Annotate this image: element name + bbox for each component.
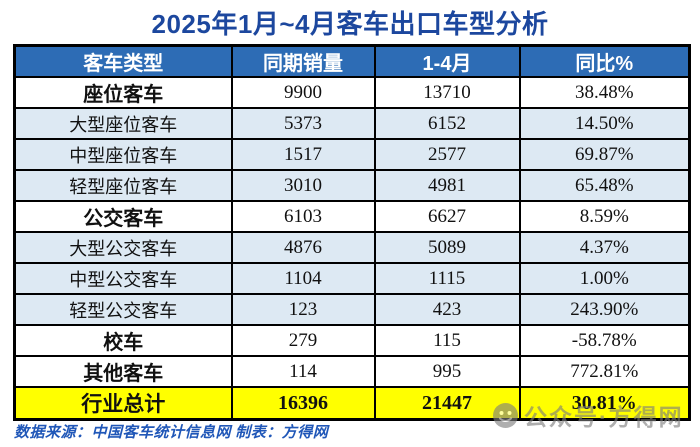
cell-type: 中型公交客车 bbox=[13, 262, 233, 295]
cell-current: 995 bbox=[373, 355, 521, 388]
cell-type: 大型公交客车 bbox=[13, 231, 233, 264]
cell-prev: 1104 bbox=[230, 262, 376, 295]
cell-yoy: 8.59% bbox=[518, 200, 691, 233]
table-row-total: 行业总计 16396 21447 30.81% bbox=[13, 386, 691, 421]
cell-prev: 114 bbox=[230, 355, 376, 388]
cell-current: 4981 bbox=[373, 169, 521, 202]
cell-prev: 1517 bbox=[230, 138, 376, 171]
cell-current: 2577 bbox=[373, 138, 521, 171]
table-row: 座位客车 9900 13710 38.48% bbox=[13, 76, 691, 109]
table-row: 中型座位客车 1517 2577 69.87% bbox=[13, 138, 691, 171]
cell-yoy: 65.48% bbox=[518, 169, 691, 202]
cell-yoy: 4.37% bbox=[518, 231, 691, 264]
cell-current: 115 bbox=[373, 324, 521, 357]
cell-type: 行业总计 bbox=[13, 386, 233, 421]
table-row: 校车 279 115 -58.78% bbox=[13, 324, 691, 357]
cell-prev: 4876 bbox=[230, 231, 376, 264]
cell-type: 中型座位客车 bbox=[13, 138, 233, 171]
cell-current: 21447 bbox=[373, 386, 521, 421]
header-jan-apr: 1-4月 bbox=[373, 44, 521, 78]
cell-prev: 279 bbox=[230, 324, 376, 357]
cell-yoy: 38.48% bbox=[518, 76, 691, 109]
header-yoy: 同比% bbox=[518, 44, 691, 78]
cell-current: 13710 bbox=[373, 76, 521, 109]
cell-yoy: 772.81% bbox=[518, 355, 691, 388]
cell-type: 大型座位客车 bbox=[13, 107, 233, 140]
table-row: 大型公交客车 4876 5089 4.37% bbox=[13, 231, 691, 264]
cell-type: 轻型座位客车 bbox=[13, 169, 233, 202]
cell-current: 6627 bbox=[373, 200, 521, 233]
table-row: 轻型公交客车 123 423 243.90% bbox=[13, 293, 691, 326]
cell-yoy: 1.00% bbox=[518, 262, 691, 295]
cell-yoy: 243.90% bbox=[518, 293, 691, 326]
cell-prev: 5373 bbox=[230, 107, 376, 140]
cell-current: 423 bbox=[373, 293, 521, 326]
page-title: 2025年1月~4月客车出口车型分析 bbox=[151, 9, 549, 39]
cell-type: 其他客车 bbox=[13, 355, 233, 388]
bus-export-table: 客车类型 同期销量 1-4月 同比% 座位客车 9900 13710 38.48… bbox=[13, 44, 691, 421]
cell-type: 轻型公交客车 bbox=[13, 293, 233, 326]
cell-type: 公交客车 bbox=[13, 200, 233, 233]
cell-yoy: -58.78% bbox=[518, 324, 691, 357]
table-row: 大型座位客车 5373 6152 14.50% bbox=[13, 107, 691, 140]
cell-current: 6152 bbox=[373, 107, 521, 140]
cell-type: 座位客车 bbox=[13, 76, 233, 109]
cell-prev: 9900 bbox=[230, 76, 376, 109]
cell-prev: 3010 bbox=[230, 169, 376, 202]
table-row: 公交客车 6103 6627 8.59% bbox=[13, 200, 691, 233]
table-row: 其他客车 114 995 772.81% bbox=[13, 355, 691, 388]
cell-prev: 6103 bbox=[230, 200, 376, 233]
cell-yoy: 14.50% bbox=[518, 107, 691, 140]
cell-prev: 123 bbox=[230, 293, 376, 326]
data-source-note: 数据来源：中国客车统计信息网 制表：方得网 bbox=[14, 425, 329, 441]
cell-yoy: 30.81% bbox=[518, 386, 691, 421]
cell-prev: 16396 bbox=[230, 386, 376, 421]
table-header-row: 客车类型 同期销量 1-4月 同比% bbox=[13, 44, 691, 78]
cell-yoy: 69.87% bbox=[518, 138, 691, 171]
header-bus-type: 客车类型 bbox=[13, 44, 233, 78]
table-row: 中型公交客车 1104 1115 1.00% bbox=[13, 262, 691, 295]
cell-type: 校车 bbox=[13, 324, 233, 357]
cell-current: 5089 bbox=[373, 231, 521, 264]
cell-current: 1115 bbox=[373, 262, 521, 295]
table-row: 轻型座位客车 3010 4981 65.48% bbox=[13, 169, 691, 202]
header-prev-sales: 同期销量 bbox=[230, 44, 376, 78]
